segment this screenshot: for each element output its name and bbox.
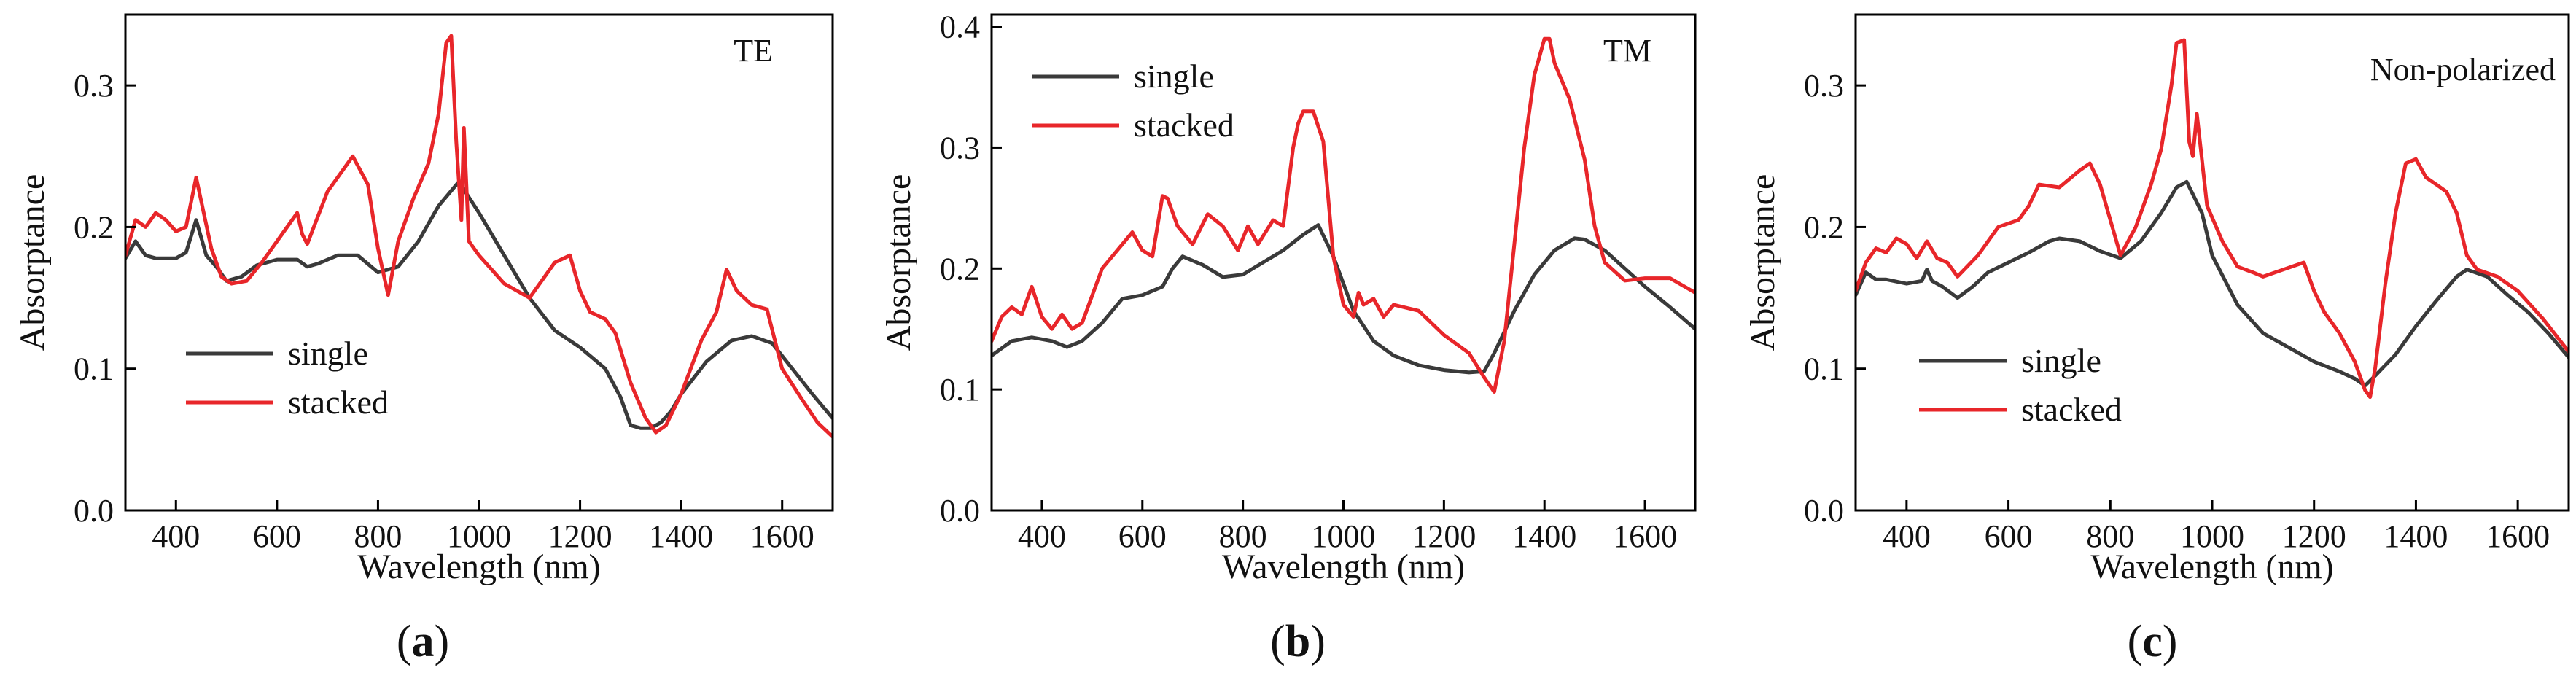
panel-c-xtick-label-1400: 1400 xyxy=(2384,518,2448,554)
panel-b-label-letter: b xyxy=(1285,617,1310,666)
panel-c-xtick-label-600: 600 xyxy=(1985,518,2033,554)
panel-a-xtick-label-1400: 1400 xyxy=(649,518,713,554)
panel-a-annotation: TE xyxy=(734,33,773,69)
panel-b-axes-frame xyxy=(990,13,1697,512)
panel-c-axes-frame xyxy=(1854,13,2570,512)
panel-a-xtick-label-800: 800 xyxy=(354,518,402,554)
panel-a: 400 600 800 1000 1200 1400 1600 0.0 0.1 0.2 0.3 Wav… xyxy=(13,13,834,666)
panel-a-xtick-label-1600: 1600 xyxy=(750,518,814,554)
panel-a-legend-label-single: single xyxy=(288,335,368,372)
panel-c-label-close: ) xyxy=(2163,617,2178,666)
panel-b-label-close: ) xyxy=(1310,617,1326,666)
panel-a-label-letter: a xyxy=(412,617,435,666)
panel-a-label-close: ) xyxy=(435,617,450,666)
panel-a-ytick-label-2: 0.2 xyxy=(74,209,114,245)
panel-c-xtick-label-800: 800 xyxy=(2086,518,2134,554)
panel-c-xtick-label-1200: 1200 xyxy=(2282,518,2346,554)
panel-c-legend-label-stacked: stacked xyxy=(2021,391,2122,428)
panel-c-series-single xyxy=(1856,179,2569,388)
panel-b-xtick-label-1000: 1000 xyxy=(1312,518,1376,554)
panel-c-label: (c) xyxy=(2128,617,2178,666)
panel-b-label-open: ( xyxy=(1270,617,1285,666)
panel-c-xtick-label-1600: 1600 xyxy=(2486,518,2550,554)
panel-b-xtick-label-600: 600 xyxy=(1118,518,1167,554)
panel-b-label: (b) xyxy=(1270,617,1326,666)
panel-b-xtick-label-800: 800 xyxy=(1219,518,1267,554)
panel-b-ytick-label-4: 0.4 xyxy=(940,9,980,45)
panel-b-xtick-label-400: 400 xyxy=(1018,518,1066,554)
panel-a-xtick-label-1200: 1200 xyxy=(548,518,612,554)
panel-c-legend: single stacked xyxy=(1919,342,2122,428)
panel-a-label: (a) xyxy=(397,617,449,666)
panel-b-ytick-label-3: 0.3 xyxy=(940,130,980,166)
panel-c-ytick-label-1: 0.1 xyxy=(1804,351,1844,387)
panel-b-legend-label-stacked: stacked xyxy=(1134,106,1234,144)
panel-c-xlabel: Wavelength (nm) xyxy=(2090,548,2333,586)
panel-a-axes-frame xyxy=(124,13,834,512)
panel-a-xtick-label-600: 600 xyxy=(253,518,301,554)
panel-b-xtick-label-1600: 1600 xyxy=(1613,518,1677,554)
panel-a-ytick-label-0: 0.0 xyxy=(74,493,114,529)
panel-b-series-single xyxy=(992,223,1695,375)
panel-b-annotation: TM xyxy=(1603,33,1651,69)
panel-a-xtick-label-400: 400 xyxy=(152,518,200,554)
panel-b-ytick-label-1: 0.1 xyxy=(940,372,980,408)
panel-b-series-stacked xyxy=(992,36,1695,394)
panel-c-annotation: Non-polarized xyxy=(2370,52,2556,87)
panel-a-ytick-label-1: 0.1 xyxy=(74,351,114,387)
panel-c-ylabel: Absorptance xyxy=(1743,174,1782,351)
panel-b-xtick-label-1400: 1400 xyxy=(1512,518,1576,554)
panel-c-xtick-label-400: 400 xyxy=(1883,518,1931,554)
panel-c-legend-label-single: single xyxy=(2021,342,2101,379)
panel-a-series-single xyxy=(125,179,833,430)
panel-c: 400 600 800 1000 1200 1400 1600 0.0 0.1 0.2 0.3 Wav… xyxy=(1743,13,2570,666)
panel-c-series-stacked xyxy=(1856,38,2569,400)
panel-b-ylabel: Absorptance xyxy=(879,174,918,351)
panel-b-ytick-label-2: 0.2 xyxy=(940,251,980,287)
panel-a-xtick-label-1000: 1000 xyxy=(447,518,511,554)
panel-b-legend: single stacked xyxy=(1032,58,1234,144)
panel-c-label-letter: c xyxy=(2142,617,2163,666)
panel-c-label-open: ( xyxy=(2128,617,2143,666)
panel-a-legend: single stacked xyxy=(186,335,389,421)
panel-c-ytick-label-2: 0.2 xyxy=(1804,209,1844,245)
panel-b-xtick-label-1200: 1200 xyxy=(1412,518,1476,554)
panel-c-ytick-label-0: 0.0 xyxy=(1804,493,1844,529)
panel-a-xlabel: Wavelength (nm) xyxy=(357,548,600,586)
panel-a-legend-label-stacked: stacked xyxy=(288,383,389,421)
panel-b-ytick-label-0: 0.0 xyxy=(940,493,980,529)
panel-a-label-open: ( xyxy=(397,617,412,666)
panel-a-ytick-label-3: 0.3 xyxy=(74,68,114,104)
panel-b-xlabel: Wavelength (nm) xyxy=(1222,548,1465,586)
panel-b: 400 600 800 1000 1200 1400 1600 0.0 0.1 0.2 0.3 0.4… xyxy=(879,9,1697,666)
panel-a-series-stacked xyxy=(125,34,833,439)
panel-b-legend-label-single: single xyxy=(1134,58,1214,95)
panel-c-ytick-label-3: 0.3 xyxy=(1804,68,1844,104)
panel-a-ylabel: Absorptance xyxy=(13,174,52,351)
panel-c-xtick-label-1000: 1000 xyxy=(2180,518,2244,554)
